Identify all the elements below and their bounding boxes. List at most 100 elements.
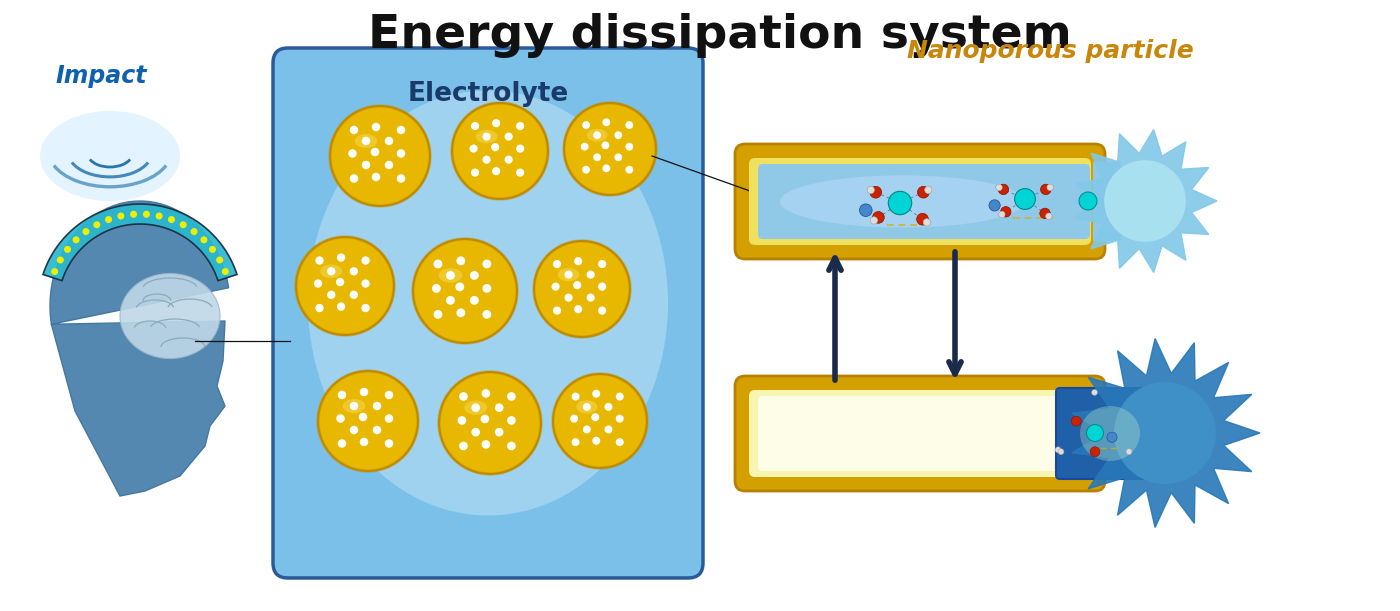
Circle shape	[888, 191, 911, 214]
Circle shape	[483, 284, 491, 293]
FancyBboxPatch shape	[1056, 388, 1154, 479]
Circle shape	[872, 211, 885, 223]
Circle shape	[315, 304, 323, 312]
Circle shape	[210, 247, 216, 252]
Circle shape	[587, 293, 595, 302]
Circle shape	[483, 260, 491, 268]
Circle shape	[564, 271, 573, 279]
Circle shape	[626, 143, 633, 150]
Circle shape	[917, 186, 930, 198]
Circle shape	[94, 222, 99, 227]
Circle shape	[592, 437, 601, 445]
Circle shape	[552, 282, 560, 291]
Circle shape	[482, 389, 490, 398]
FancyBboxPatch shape	[735, 376, 1105, 491]
Circle shape	[517, 169, 524, 177]
FancyBboxPatch shape	[749, 390, 1091, 477]
Circle shape	[923, 219, 931, 226]
Circle shape	[336, 414, 344, 423]
Circle shape	[157, 213, 162, 219]
Circle shape	[192, 229, 197, 235]
Circle shape	[988, 200, 1000, 211]
Circle shape	[1046, 213, 1051, 219]
Circle shape	[616, 392, 624, 401]
Circle shape	[553, 260, 561, 268]
Circle shape	[318, 371, 419, 471]
Circle shape	[507, 392, 515, 401]
Circle shape	[223, 269, 228, 274]
Circle shape	[455, 282, 465, 291]
Circle shape	[573, 281, 581, 289]
Circle shape	[328, 267, 336, 276]
Circle shape	[447, 271, 455, 280]
Circle shape	[1071, 416, 1081, 426]
Circle shape	[83, 229, 88, 235]
Ellipse shape	[577, 400, 598, 414]
Circle shape	[385, 161, 393, 169]
Circle shape	[1058, 448, 1064, 455]
Circle shape	[350, 267, 358, 276]
Circle shape	[564, 103, 657, 195]
Circle shape	[469, 145, 477, 153]
Circle shape	[1086, 425, 1103, 442]
Circle shape	[998, 211, 1005, 218]
Circle shape	[181, 222, 186, 227]
Circle shape	[591, 413, 599, 421]
Circle shape	[73, 237, 78, 243]
Circle shape	[336, 278, 344, 286]
Circle shape	[1126, 448, 1133, 455]
Circle shape	[130, 211, 136, 217]
FancyBboxPatch shape	[735, 144, 1105, 259]
Circle shape	[360, 388, 368, 397]
Circle shape	[358, 413, 367, 421]
Circle shape	[995, 185, 1002, 191]
Circle shape	[456, 309, 465, 317]
Polygon shape	[1075, 130, 1217, 273]
Circle shape	[337, 439, 346, 448]
Circle shape	[626, 121, 633, 129]
Text: Nanoporous particle: Nanoporous particle	[907, 39, 1193, 63]
Circle shape	[330, 106, 430, 206]
Circle shape	[361, 161, 370, 169]
Polygon shape	[1072, 338, 1260, 527]
Circle shape	[1015, 189, 1036, 210]
Circle shape	[360, 437, 368, 446]
Circle shape	[456, 257, 465, 265]
Circle shape	[494, 403, 504, 412]
Circle shape	[337, 302, 346, 311]
Circle shape	[314, 279, 322, 288]
Circle shape	[361, 257, 370, 265]
Circle shape	[470, 271, 479, 280]
Circle shape	[925, 186, 932, 194]
Ellipse shape	[354, 134, 377, 148]
Circle shape	[385, 137, 393, 145]
Circle shape	[582, 121, 589, 129]
Circle shape	[361, 279, 370, 288]
Circle shape	[615, 153, 622, 161]
Circle shape	[1047, 184, 1053, 191]
Circle shape	[869, 186, 882, 198]
Circle shape	[396, 126, 405, 134]
Polygon shape	[50, 201, 228, 496]
Circle shape	[925, 186, 932, 194]
Circle shape	[1040, 184, 1051, 194]
Circle shape	[917, 213, 928, 225]
Circle shape	[582, 166, 589, 174]
Ellipse shape	[321, 265, 343, 278]
Circle shape	[998, 211, 1005, 218]
Circle shape	[491, 119, 500, 127]
Circle shape	[202, 237, 207, 243]
Circle shape	[594, 153, 601, 161]
Circle shape	[434, 310, 442, 319]
Circle shape	[470, 296, 479, 305]
Circle shape	[57, 257, 63, 263]
Circle shape	[598, 282, 606, 291]
Circle shape	[871, 217, 878, 224]
Circle shape	[447, 296, 455, 305]
Circle shape	[553, 307, 561, 315]
Circle shape	[458, 416, 466, 425]
Circle shape	[1047, 184, 1053, 191]
Circle shape	[582, 425, 591, 433]
Circle shape	[533, 241, 630, 337]
Circle shape	[1092, 389, 1098, 395]
